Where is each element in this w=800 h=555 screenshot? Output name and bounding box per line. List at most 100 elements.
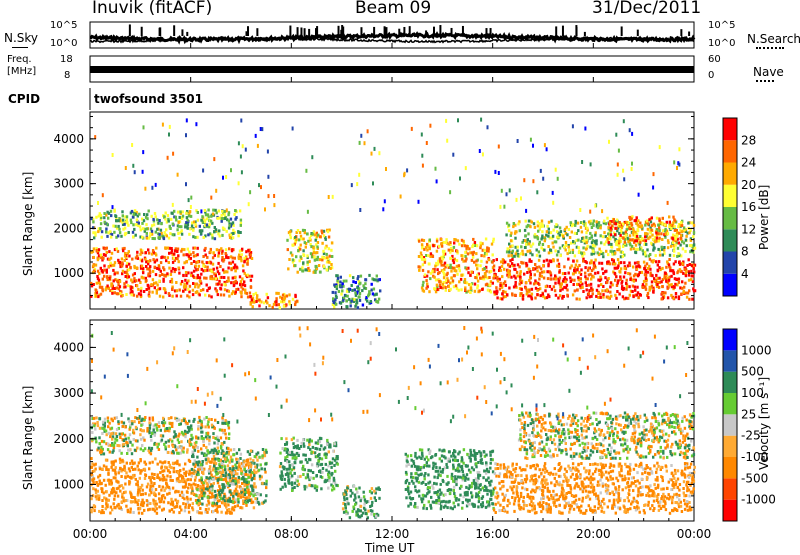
heat-cell	[197, 286, 199, 289]
heat-cell	[599, 276, 601, 279]
heat-cell	[113, 506, 115, 509]
heat-cell	[220, 293, 222, 296]
heat-cell	[202, 255, 204, 258]
heat-cell	[688, 274, 690, 277]
heat-cell	[108, 265, 110, 268]
heat-cell	[565, 280, 567, 283]
heat-cell	[550, 220, 552, 223]
heat-cell	[179, 506, 181, 509]
heat-cell	[509, 245, 511, 248]
heat-cell	[624, 271, 626, 274]
heat-cell	[299, 268, 301, 271]
heat-cell	[172, 479, 174, 482]
heat-cell	[253, 462, 255, 465]
heat-cell	[178, 225, 180, 228]
heat-cell	[96, 498, 98, 501]
heat-cell	[209, 491, 211, 494]
heat-cell	[333, 464, 335, 467]
heat-cell	[206, 266, 208, 269]
heat-cell	[664, 277, 666, 280]
heat-cell	[255, 134, 257, 138]
heat-cell	[624, 267, 626, 270]
heat-cell	[108, 231, 110, 234]
heat-cell	[165, 482, 167, 485]
heat-cell	[429, 277, 431, 280]
heat-cell	[524, 246, 526, 249]
heat-cell	[192, 492, 194, 495]
heat-cell	[167, 256, 169, 259]
heat-cell	[245, 504, 247, 507]
heat-cell	[160, 256, 162, 259]
heat-cell	[658, 286, 660, 289]
heat-cell	[337, 277, 339, 280]
heat-cell	[121, 421, 123, 424]
heat-cell	[486, 283, 488, 286]
heat-cell	[227, 476, 229, 479]
heat-cell	[208, 436, 210, 439]
heat-cell	[231, 508, 233, 511]
heat-cell	[113, 279, 115, 282]
heat-cell	[676, 271, 678, 274]
heat-cell	[101, 432, 103, 435]
heat-cell	[213, 442, 215, 445]
heat-cell	[178, 221, 180, 224]
heat-cell	[132, 474, 134, 477]
heat-cell	[225, 471, 227, 474]
heat-cell	[475, 260, 477, 263]
heat-cell	[221, 217, 223, 220]
heat-cell	[117, 481, 119, 484]
heat-cell	[173, 430, 175, 433]
heat-cell	[168, 261, 170, 264]
heat-cell	[525, 287, 527, 290]
heat-cell	[647, 271, 649, 274]
heat-cell	[568, 246, 570, 249]
heat-cell	[261, 127, 263, 131]
heat-cell	[241, 248, 243, 251]
heat-cell	[330, 249, 332, 252]
heat-cell	[181, 491, 183, 494]
heat-cell	[146, 213, 148, 216]
heat-cell	[127, 510, 129, 513]
heat-cell	[670, 224, 672, 227]
heat-cell	[451, 249, 453, 252]
heat-cell	[306, 254, 308, 257]
heat-cell	[113, 490, 115, 493]
heat-cell	[510, 232, 512, 235]
heat-cell	[166, 493, 168, 496]
heat-cell	[199, 507, 201, 510]
heat-cell	[691, 298, 693, 301]
heat-cell	[188, 251, 190, 254]
heat-cell	[161, 439, 163, 442]
heat-cell	[188, 198, 190, 202]
heat-cell	[169, 510, 171, 513]
heat-cell	[191, 225, 193, 228]
heat-cell	[552, 201, 554, 205]
heat-cell	[680, 221, 682, 224]
heat-cell	[267, 296, 269, 299]
heat-cell	[512, 250, 514, 253]
heat-cell	[618, 270, 620, 273]
heat-cell	[188, 214, 190, 217]
heat-cell	[164, 446, 166, 449]
heat-cell	[594, 240, 596, 243]
heat-cell	[197, 247, 199, 250]
heat-cell	[368, 274, 370, 277]
heat-cell	[344, 294, 346, 297]
heat-cell	[216, 511, 218, 514]
heat-cell	[631, 132, 633, 136]
heat-cell	[150, 283, 152, 286]
heat-cell	[323, 265, 325, 268]
heat-cell	[327, 230, 329, 233]
heat-cell	[644, 235, 646, 238]
heat-cell	[152, 249, 154, 252]
heat-cell	[202, 472, 204, 475]
heat-cell	[241, 170, 243, 174]
heat-cell	[153, 473, 155, 476]
heat-cell	[656, 217, 658, 220]
heat-cell	[681, 230, 683, 233]
heat-cell	[591, 226, 593, 229]
heat-cell	[530, 277, 532, 280]
heat-cell	[225, 256, 227, 259]
heat-cell	[169, 125, 171, 129]
heat-cell	[225, 437, 227, 440]
